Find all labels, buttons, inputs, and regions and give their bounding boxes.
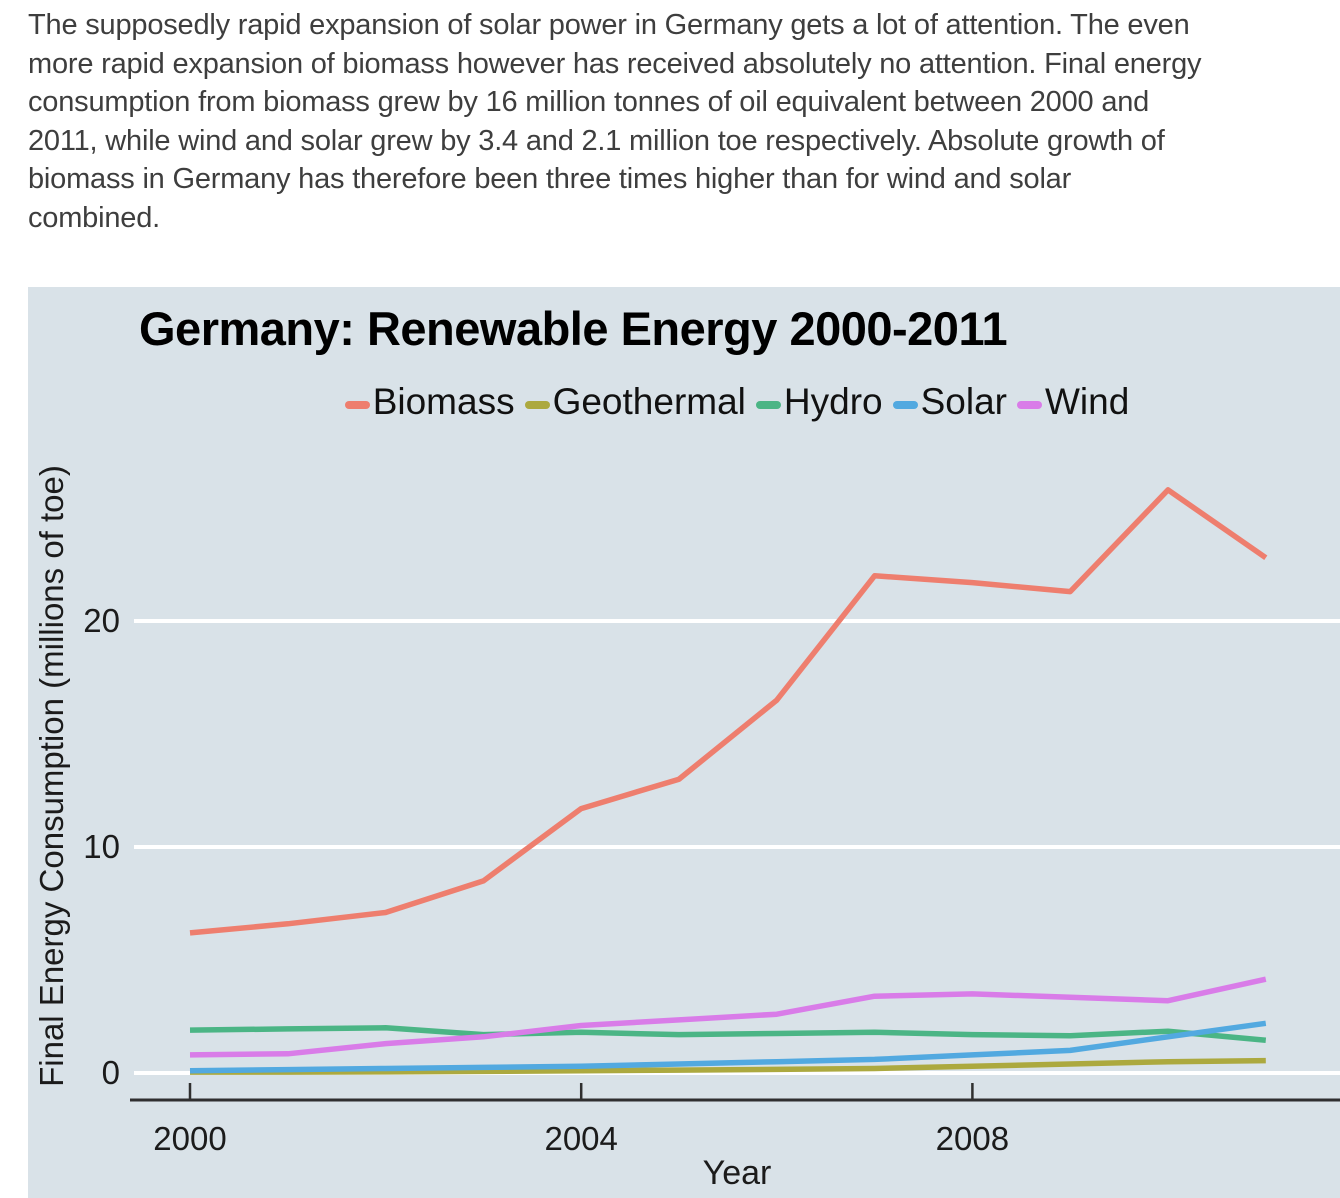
intro-line: 2011, while wind and solar grew by 3.4 a… [28,124,1165,157]
intro-line: consumption from biomass grew by 16 mill… [28,86,1150,118]
x-tick-label-2008: 2008 [935,1120,1010,1157]
legend-item-geothermal: Geothermal [524,381,746,423]
series-line-hydro [189,1025,1267,1043]
intro-line: The supposedly rapid expansion of solar … [28,9,1190,41]
renewable-energy-chart: Germany: Renewable Energy 2000-2011 Biom… [28,287,1340,1198]
legend-swatch-solar [892,401,918,409]
x-axis-title: Year [702,1154,772,1192]
legend-label: Biomass [372,381,515,422]
intro-paragraph: The supposedly rapid expansion of solar … [28,6,1328,237]
legend-item-biomass: Biomass [344,381,515,423]
chart-title: Germany: Renewable Energy 2000-2011 [139,302,1008,355]
intro-line: more rapid expansion of biomass however … [28,47,1202,80]
x-tick-label-2000: 2000 [153,1120,227,1157]
legend-item-wind: Wind [1016,381,1130,423]
series-line-solar [189,1020,1267,1074]
y-tick-label-0: 0 [101,1054,120,1091]
y-tick-label-10: 10 [83,828,120,865]
series-line-biomass [189,487,1268,936]
legend-swatch-geothermal [524,401,550,409]
legend-label: Wind [1044,381,1130,422]
series-line-wind [189,976,1267,1058]
y-tick-label-20: 20 [83,602,120,639]
x-tick-label-2004: 2004 [544,1120,618,1157]
intro-line: biomass in Germany has therefore been th… [28,163,1072,195]
y-axis-title: Final Energy Consumption (millions of to… [33,465,70,1087]
series-line-geothermal [190,1057,1266,1075]
legend-item-hydro: Hydro [755,381,883,423]
legend-label: Geothermal [552,381,746,422]
chart-legend: Biomass Geothermal Hydro Solar Wind [134,379,1340,425]
plot-area [130,487,1340,1102]
intro-line: combined. [28,201,160,234]
legend-label: Solar [920,381,1007,422]
legend-swatch-hydro [755,401,781,409]
legend-swatch-biomass [344,401,370,409]
legend-swatch-wind [1016,401,1042,409]
legend-label: Hydro [783,381,883,422]
legend-item-solar: Solar [892,381,1007,423]
